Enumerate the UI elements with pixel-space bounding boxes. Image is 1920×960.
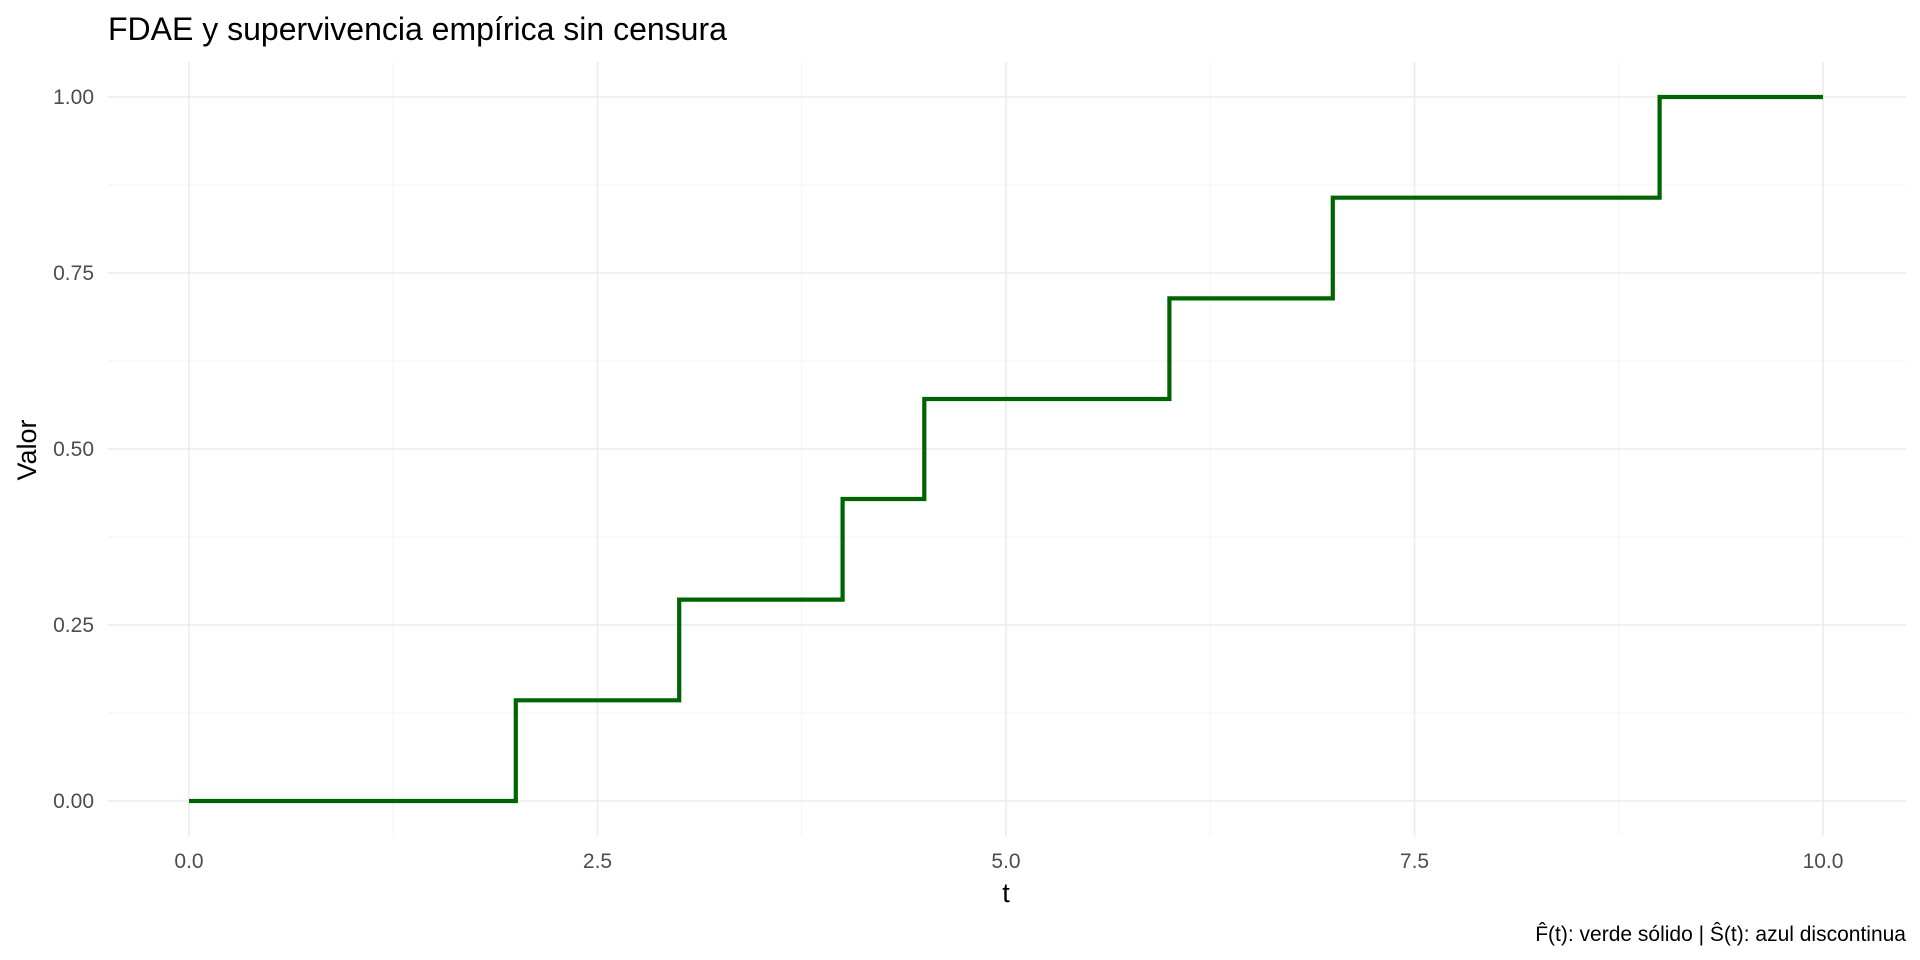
x-tick-label: 2.5 bbox=[583, 850, 612, 873]
y-axis-title: Valor bbox=[12, 419, 42, 480]
series-layer bbox=[189, 94, 1823, 804]
y-tick-label: 0.00 bbox=[53, 790, 94, 813]
x-tick-label: 0.0 bbox=[174, 850, 203, 873]
grid bbox=[108, 62, 1906, 836]
y-tick-label: 0.50 bbox=[53, 438, 94, 461]
y-axis-ticks: 0.00 0.25 0.50 0.75 1.00 bbox=[53, 86, 94, 813]
x-tick-label: 7.5 bbox=[1400, 850, 1429, 873]
x-tick-label: 5.0 bbox=[991, 850, 1020, 873]
chart-title: FDAE y supervivencia empírica sin censur… bbox=[108, 11, 727, 47]
y-tick-label: 1.00 bbox=[53, 86, 94, 109]
x-axis-title: t bbox=[1002, 878, 1010, 908]
series-line-0 bbox=[189, 94, 1823, 804]
x-tick-label: 10.0 bbox=[1803, 850, 1844, 873]
x-axis-ticks: 0.0 2.5 5.0 7.5 10.0 bbox=[174, 850, 1843, 873]
y-tick-label: 0.75 bbox=[53, 262, 94, 285]
chart-caption: F̂(t): verde sólido | Ŝ(t): azul discont… bbox=[1535, 923, 1906, 946]
y-tick-label: 0.25 bbox=[53, 614, 94, 637]
